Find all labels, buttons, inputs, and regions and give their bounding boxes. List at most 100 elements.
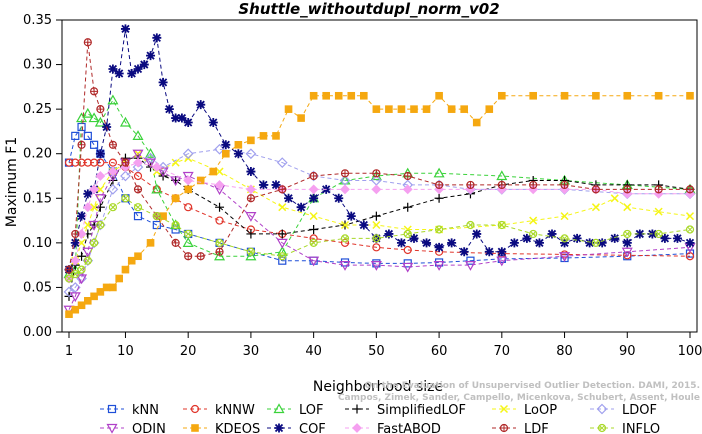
data-point xyxy=(372,234,381,243)
data-point-cross xyxy=(593,240,599,246)
data-point-cross xyxy=(435,181,443,189)
data-point xyxy=(102,283,111,292)
data-point xyxy=(372,220,381,230)
data-point xyxy=(435,91,443,100)
data-point xyxy=(115,274,123,283)
y-tick-label: 0.20 xyxy=(23,147,52,162)
data-point xyxy=(121,194,130,203)
legend-item-simplifiedlof: SimplifiedLOF xyxy=(345,403,466,418)
data-point xyxy=(95,149,105,159)
data-point xyxy=(529,216,538,225)
data-point xyxy=(119,116,131,127)
x-tick-label: 60 xyxy=(431,344,448,359)
data-point xyxy=(372,105,381,113)
legend-label: kNN xyxy=(132,403,159,418)
data-point xyxy=(171,158,180,167)
data-point-cross xyxy=(247,194,255,202)
data-point xyxy=(96,220,105,230)
data-point xyxy=(184,229,193,239)
data-point-cross xyxy=(84,38,92,46)
data-point xyxy=(497,220,506,230)
data-point xyxy=(384,229,394,239)
data-point xyxy=(560,238,570,248)
data-point xyxy=(89,238,99,247)
data-point xyxy=(171,113,181,123)
data-point xyxy=(591,203,600,212)
data-point xyxy=(592,91,600,100)
data-point xyxy=(152,33,162,43)
data-point xyxy=(402,262,414,273)
data-point xyxy=(672,233,682,243)
data-point xyxy=(132,130,144,140)
y-tick-label: 0.05 xyxy=(23,280,52,295)
data-point xyxy=(83,256,92,265)
data-point xyxy=(623,229,632,239)
data-point xyxy=(246,247,256,256)
series-inflo xyxy=(64,194,695,283)
data-point xyxy=(403,245,412,255)
data-point xyxy=(133,64,143,74)
data-point xyxy=(296,202,306,212)
data-point xyxy=(132,161,144,173)
data-point xyxy=(196,176,205,185)
legend-label: LDOF xyxy=(622,403,657,418)
data-point xyxy=(190,404,200,414)
legend-label: LoOP xyxy=(524,403,557,418)
legend-label: KDEOS xyxy=(215,422,260,434)
data-point-cross xyxy=(310,172,318,180)
data-point xyxy=(183,118,193,128)
data-point xyxy=(94,116,106,127)
legend-item-ldof: LDOF xyxy=(590,403,657,418)
data-point xyxy=(196,100,206,110)
data-point xyxy=(77,301,86,310)
data-point xyxy=(245,184,256,195)
x-axis-label: Neighborhood size xyxy=(313,379,443,395)
series-line xyxy=(68,28,691,270)
data-point-cross xyxy=(248,248,254,255)
data-point-cross xyxy=(91,240,97,246)
data-point xyxy=(107,94,119,105)
y-tick-label: 0.25 xyxy=(23,102,52,117)
data-point-cross xyxy=(592,185,600,193)
data-point xyxy=(127,256,136,265)
data-point xyxy=(214,250,226,261)
y-tick-label: 0.00 xyxy=(23,325,52,340)
data-point xyxy=(64,274,74,283)
data-point xyxy=(654,229,663,239)
data-point xyxy=(77,251,87,261)
x-tick-label: 100 xyxy=(678,344,702,359)
y-tick-label: 0.30 xyxy=(23,58,52,73)
data-point xyxy=(107,166,118,177)
data-point xyxy=(65,310,73,318)
data-point xyxy=(133,157,143,168)
data-point xyxy=(278,256,287,265)
data-point xyxy=(597,238,607,248)
data-point xyxy=(184,203,193,212)
data-point xyxy=(245,212,257,222)
data-point xyxy=(82,247,94,258)
legend-label: LDF xyxy=(524,422,549,434)
y-tick-label: 0.15 xyxy=(23,191,52,206)
y-tick-label: 0.35 xyxy=(23,13,52,28)
data-point xyxy=(107,184,119,195)
legend-item-knn: kNN xyxy=(100,403,159,418)
data-point xyxy=(83,158,92,167)
data-point xyxy=(146,51,156,61)
data-point-cross xyxy=(278,185,286,193)
data-point xyxy=(403,229,412,239)
data-point xyxy=(82,107,94,118)
data-point xyxy=(247,136,255,145)
data-point xyxy=(496,256,508,267)
data-point xyxy=(69,282,81,293)
data-point xyxy=(146,239,155,247)
legend-item-ldf: LDF xyxy=(492,422,549,434)
data-point xyxy=(278,203,287,212)
data-point xyxy=(70,255,81,266)
legend-label: kNNW xyxy=(215,403,255,418)
data-point-cross xyxy=(90,87,98,95)
data-point xyxy=(164,104,174,114)
data-point xyxy=(246,229,256,239)
series-ldf xyxy=(64,38,695,274)
series-line xyxy=(68,99,691,275)
data-point xyxy=(370,261,382,271)
